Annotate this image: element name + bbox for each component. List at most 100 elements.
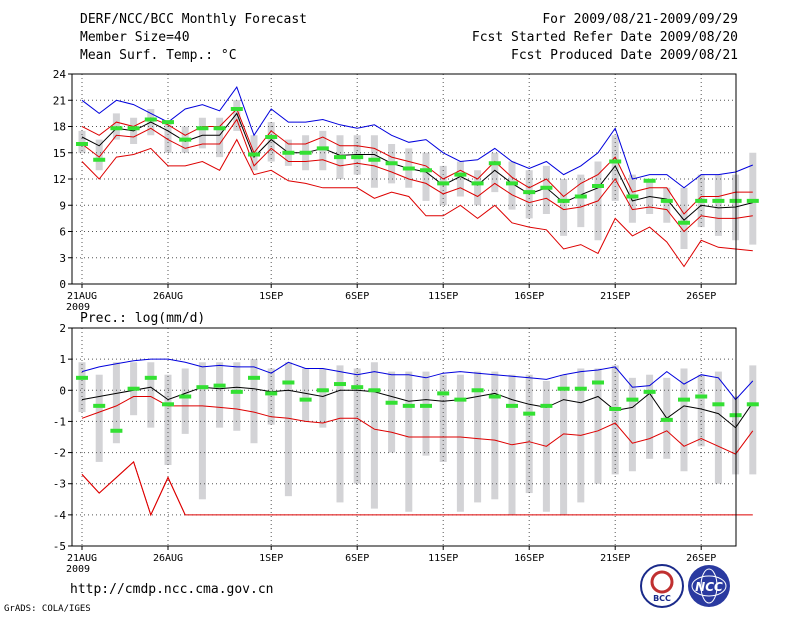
temperature-y-tick-label: 9 bbox=[59, 199, 66, 212]
temperature-box bbox=[560, 179, 568, 236]
temperature-median-mark bbox=[282, 150, 295, 155]
precipitation-box bbox=[336, 365, 344, 503]
precipitation-median-mark bbox=[557, 386, 570, 391]
temperature-median-mark bbox=[334, 155, 346, 160]
precipitation-box bbox=[112, 362, 120, 444]
precipitation-median-mark bbox=[454, 397, 467, 402]
temperature-box bbox=[164, 122, 172, 153]
precipitation-x-tick-sublabel: 2009 bbox=[66, 564, 90, 575]
precipitation-box bbox=[525, 374, 533, 494]
precipitation-median-mark bbox=[712, 402, 725, 407]
precipitation-box bbox=[646, 374, 654, 459]
precipitation-median-mark bbox=[144, 375, 157, 380]
precipitation-y-tick-label: -3 bbox=[53, 478, 66, 491]
precipitation-y-tick-label: -5 bbox=[53, 540, 66, 553]
ncc-logo-text: NCC bbox=[695, 580, 723, 594]
temperature-box bbox=[714, 174, 722, 236]
temperature-box bbox=[95, 139, 103, 171]
precipitation-box bbox=[319, 368, 327, 428]
precipitation-line-max bbox=[81, 358, 754, 401]
temperature-line-mean-minus-sd bbox=[81, 118, 753, 233]
precipitation-medians bbox=[76, 375, 759, 433]
temperature-box bbox=[216, 117, 224, 158]
precipitation-median-mark bbox=[471, 388, 484, 393]
precipitation-lines bbox=[81, 358, 754, 517]
precipitation-frame bbox=[71, 327, 737, 547]
temperature-box bbox=[577, 174, 585, 228]
bcc-logo: BCC bbox=[640, 564, 684, 608]
precipitation-box bbox=[216, 362, 224, 428]
precipitation-median-mark bbox=[368, 388, 381, 393]
temperature-box bbox=[422, 152, 430, 201]
precipitation-grid bbox=[72, 328, 736, 546]
precipitation-y-tick-label: -1 bbox=[53, 415, 66, 428]
temperature-median-mark bbox=[265, 135, 278, 139]
temperature-box bbox=[319, 130, 327, 171]
temperature-y-tick-label: 18 bbox=[53, 121, 66, 134]
member-size: Member Size=40 bbox=[80, 30, 190, 45]
source-url[interactable]: http://cmdp.ncc.cma.gov.cn bbox=[70, 582, 274, 597]
temperature-median-mark bbox=[609, 159, 622, 164]
precipitation-box bbox=[233, 362, 241, 431]
precipitation-box bbox=[491, 371, 499, 500]
temperature-median-mark bbox=[660, 198, 673, 203]
precipitation-x-tick-label: 26SEP bbox=[686, 553, 716, 564]
precipitation-median-mark bbox=[93, 403, 106, 408]
precipitation-median-mark bbox=[506, 403, 518, 408]
temperature-median-mark bbox=[385, 161, 398, 166]
temperature-median-mark bbox=[179, 137, 192, 142]
precipitation-box bbox=[284, 362, 292, 497]
temperature-box bbox=[680, 187, 688, 249]
precipitation-median-mark bbox=[316, 388, 329, 393]
temperature-box bbox=[628, 174, 636, 223]
precipitation-box bbox=[164, 374, 172, 466]
temperature-median-mark bbox=[437, 181, 450, 186]
precipitation-y-tick-label: 0 bbox=[59, 384, 66, 397]
temperature-y-tick-label: 24 bbox=[53, 68, 67, 81]
precipitation-median-mark bbox=[695, 394, 708, 399]
precipitation-box bbox=[302, 368, 310, 422]
temperature-x-tick-sublabel: 2009 bbox=[66, 302, 90, 313]
precipitation-median-mark bbox=[162, 402, 174, 407]
precipitation-x-tick-label: 26AUG bbox=[153, 553, 183, 564]
temperature-box bbox=[542, 165, 550, 214]
temperature-box bbox=[267, 122, 275, 162]
precipitation-median-mark bbox=[351, 385, 364, 390]
ncc-logo: NCC bbox=[688, 565, 730, 607]
temperature-y-tick-label: 0 bbox=[59, 278, 66, 291]
temperature-median-mark bbox=[488, 161, 501, 166]
precipitation-median-mark bbox=[609, 406, 622, 411]
precipitation-line-mean-minus-sd bbox=[81, 396, 754, 455]
forecast-started-date: Fcst Started Refer Date 2009/08/20 bbox=[471, 30, 738, 45]
precipitation-median-mark bbox=[626, 397, 639, 402]
precipitation-box bbox=[714, 371, 722, 484]
temperature-median-mark bbox=[592, 184, 604, 188]
temperature-median-mark bbox=[678, 220, 690, 225]
precipitation-median-mark bbox=[196, 385, 209, 390]
precipitation-line-lower-band bbox=[81, 461, 186, 517]
temperature-median-mark bbox=[299, 150, 312, 155]
precipitation-x-tick-label: 6SEP bbox=[345, 553, 369, 564]
temperature-median-mark bbox=[93, 157, 106, 162]
precipitation-median-mark bbox=[488, 394, 501, 399]
temperature-median-mark bbox=[144, 117, 157, 122]
temperature-median-mark bbox=[248, 152, 260, 157]
precipitation-median-mark bbox=[334, 382, 346, 387]
forecast-period: For 2009/08/21-2009/09/29 bbox=[542, 12, 738, 27]
temperature-median-mark bbox=[213, 126, 226, 131]
temperature-line-mean bbox=[81, 112, 753, 221]
temperature-box bbox=[474, 170, 482, 206]
temperature-median-mark bbox=[523, 190, 536, 195]
precipitation-box bbox=[78, 362, 86, 413]
temperature-box bbox=[663, 187, 671, 223]
temperature-median-mark bbox=[110, 126, 123, 131]
precipitation-box bbox=[95, 374, 103, 462]
precipitation-median-mark bbox=[523, 411, 536, 416]
temperature-box bbox=[491, 152, 499, 193]
temperature-y-tick-label: 3 bbox=[59, 252, 66, 265]
temperature-box bbox=[78, 130, 86, 153]
temperature-x-tick-label: 6SEP bbox=[345, 291, 369, 302]
temperature-y-tick-label: 15 bbox=[53, 147, 66, 160]
precipitation-x-tick-label: 11SEP bbox=[428, 553, 458, 564]
